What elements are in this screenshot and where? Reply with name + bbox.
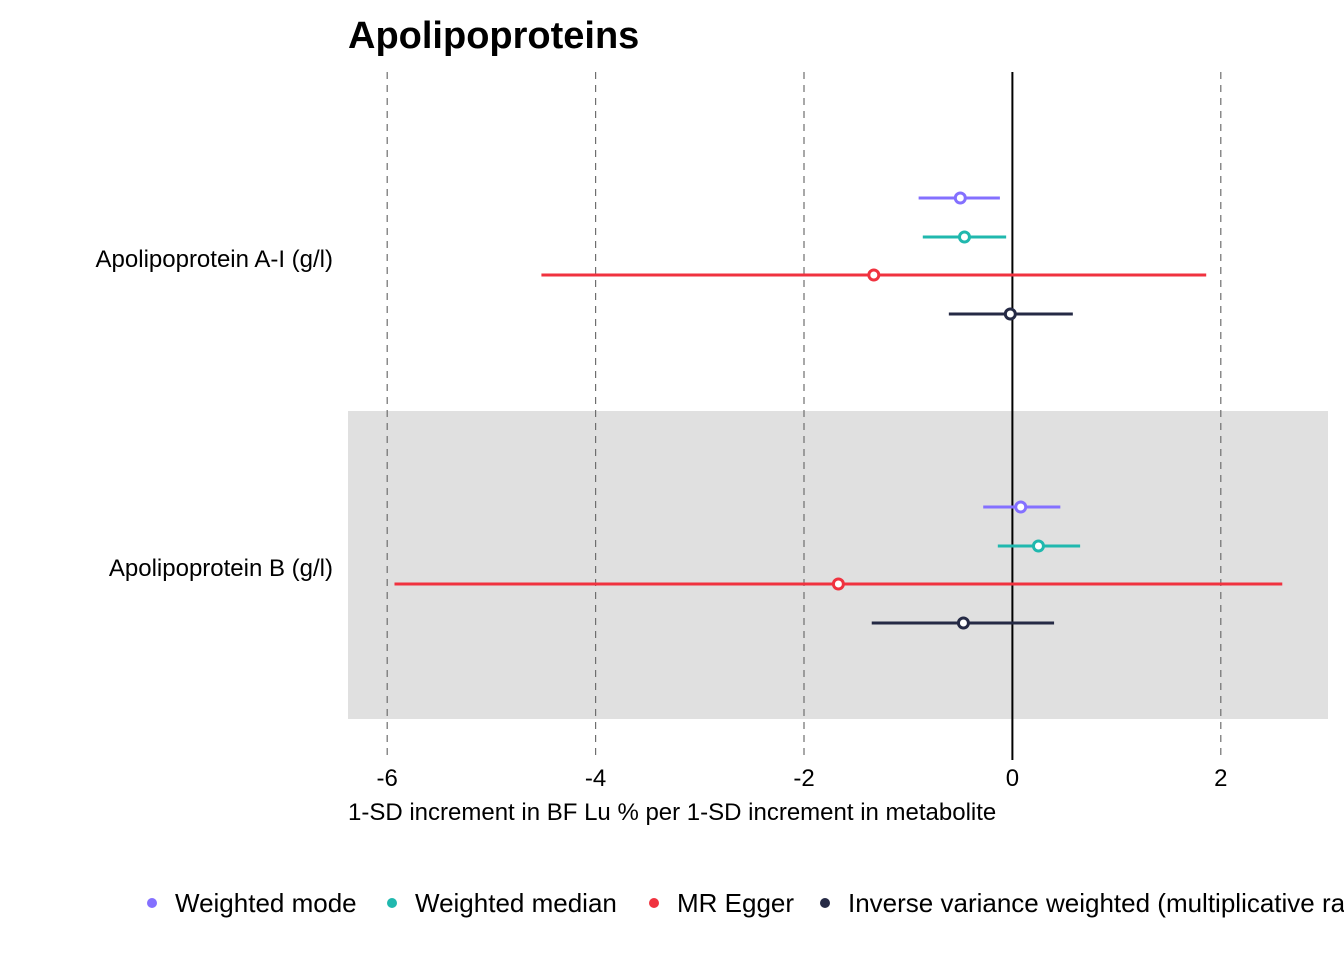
legend-swatch xyxy=(820,898,830,908)
estimate-point xyxy=(831,577,845,591)
estimate-point xyxy=(956,616,970,630)
x-axis-label: 1-SD increment in BF Lu % per 1-SD incre… xyxy=(348,799,996,826)
estimate-point xyxy=(1031,539,1045,553)
grid-lines xyxy=(386,72,1222,760)
legend-swatch xyxy=(387,898,397,908)
x-tick-label: -6 xyxy=(377,765,398,792)
legend-label: Weighted mode xyxy=(175,888,357,918)
category-labels: Apolipoprotein A-I (g/l) Apolipoprotein B… xyxy=(96,246,333,582)
x-tick-label: -2 xyxy=(793,765,814,792)
legend-label: Inverse variance weighted (multiplicativ… xyxy=(848,888,1344,918)
legend-swatch xyxy=(147,898,157,908)
x-tick-label: 0 xyxy=(1006,765,1019,792)
category-label: Apolipoprotein B (g/l) xyxy=(109,555,333,582)
legend: Weighted mode Weighted median MR Egger Inve… xyxy=(147,888,1344,918)
data-marks xyxy=(394,191,1283,630)
estimate-point xyxy=(957,230,971,244)
legend-label: Weighted median xyxy=(415,888,617,918)
legend-label: MR Egger xyxy=(677,888,794,918)
estimate-point xyxy=(1014,500,1028,514)
category-band xyxy=(348,411,1328,719)
estimate-point xyxy=(867,268,881,282)
estimate-point xyxy=(1003,307,1017,321)
x-tick-label: 2 xyxy=(1214,765,1227,792)
x-tick-label: -4 xyxy=(585,765,606,792)
category-label: Apolipoprotein A-I (g/l) xyxy=(96,246,333,273)
chart-title: Apolipoproteins xyxy=(348,15,639,57)
estimate-point xyxy=(953,191,967,205)
x-tick-labels: -6 -4 -2 0 2 xyxy=(377,765,1228,792)
legend-swatch xyxy=(649,898,659,908)
category-bands xyxy=(348,411,1328,719)
